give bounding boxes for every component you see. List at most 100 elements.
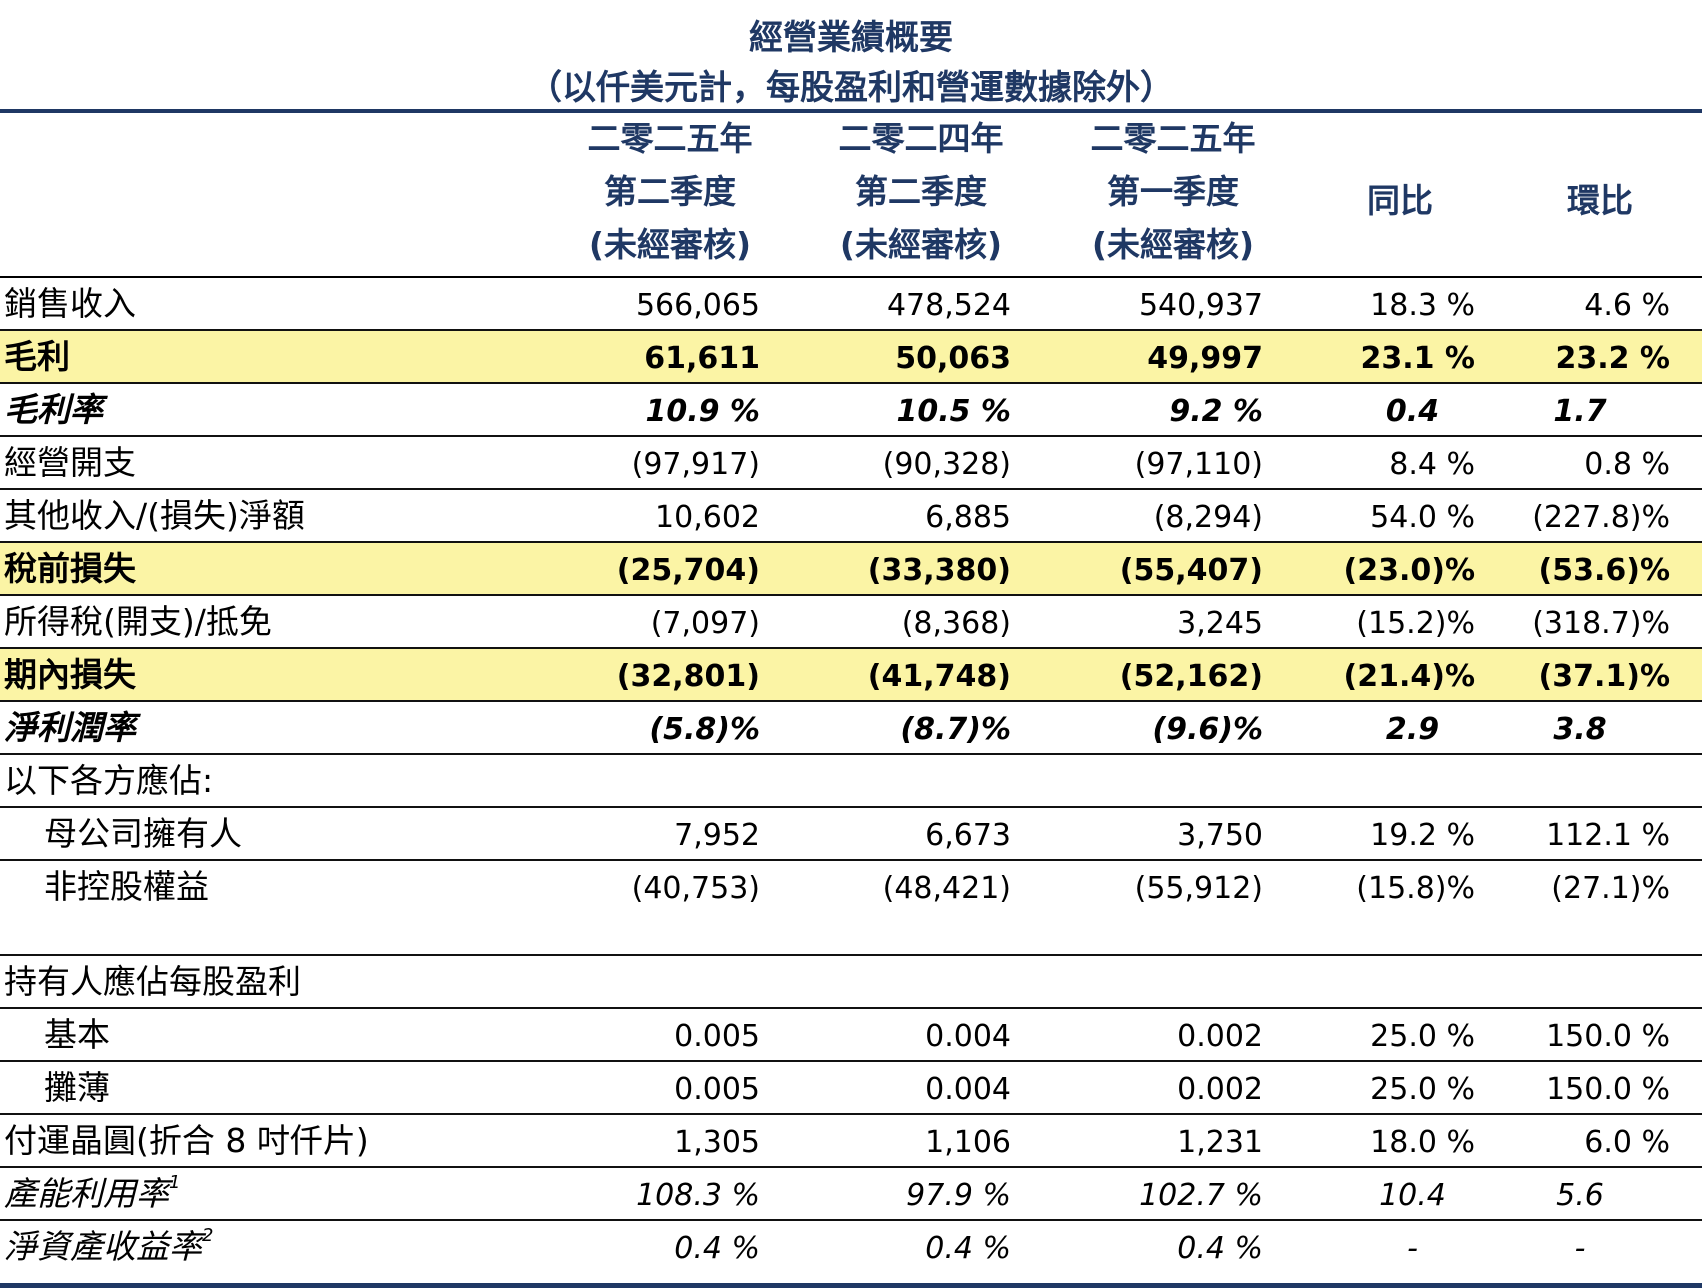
table-row: 毛利率 10.9 % 10.5 % 9.2 % 0.4 1.7 xyxy=(0,384,1702,437)
header-col-qoq: 環比 xyxy=(1567,181,1633,220)
row-value: 566,065 xyxy=(635,288,760,323)
table-row: 非控股權益 (40,753) (48,421) (55,912) (15.8)% (27.… xyxy=(0,861,1702,956)
header-rule xyxy=(0,276,1702,278)
row-value: 10,602 xyxy=(655,500,760,535)
row-label: 毛利率 xyxy=(4,384,103,437)
row-value: (41,748) xyxy=(867,659,1011,694)
table-row: 淨資產收益率2 0.4 % 0.4 % 0.4 % - - xyxy=(0,1221,1702,1274)
row-value: 23.2 % xyxy=(1555,341,1670,376)
row-label: 以下各方應佔: xyxy=(4,755,213,808)
row-value: (23.0)% xyxy=(1343,553,1476,588)
row-value xyxy=(1470,755,1680,808)
row-label: 稅前損失 xyxy=(4,543,136,596)
row-value: (21.4)% xyxy=(1343,659,1476,694)
row-label-text: 攤薄 xyxy=(44,1068,110,1107)
row-value: 8.4 % xyxy=(1389,447,1475,482)
row-value: 10.9 % xyxy=(645,394,760,429)
table-row: 付運晶圓(折合 8 吋仟片) 1,305 1,106 1,231 18.0 % 6.0 % xyxy=(0,1115,1702,1168)
row-label: 基本 xyxy=(44,1009,110,1062)
row-value: (227.8)% xyxy=(1532,500,1670,535)
row-value: 2.9 xyxy=(1385,712,1440,747)
table-row: 期內損失 (32,801) (41,748) (52,162) (21.4)% (37.1… xyxy=(0,649,1702,702)
row-value: 0.005 xyxy=(674,1072,760,1107)
row-label-text: 持有人應佔每股盈利 xyxy=(4,962,301,1001)
row-value: 61,611 xyxy=(644,341,760,376)
row-label-text: 所得稅(開支)/抵免 xyxy=(4,602,272,641)
row-value: (7,097) xyxy=(650,606,760,641)
row-value: 5.6 xyxy=(1556,1178,1604,1213)
row-value: 6,885 xyxy=(925,500,1011,535)
row-label-text: 期內損失 xyxy=(4,655,136,694)
row-value: 23.1 % xyxy=(1360,341,1475,376)
header-line: (未經審核) xyxy=(839,225,1003,264)
row-value: 540,937 xyxy=(1138,288,1263,323)
row-value: 10.5 % xyxy=(896,394,1011,429)
row-value: (53.6)% xyxy=(1538,553,1671,588)
row-label-text: 經營開支 xyxy=(4,443,136,482)
row-value: 102.7 % xyxy=(1139,1178,1263,1213)
row-value: 25.0 % xyxy=(1370,1072,1475,1107)
row-value: (90,328) xyxy=(882,447,1011,482)
row-value: 0.002 xyxy=(1177,1019,1263,1054)
table-row: 經營開支 (97,917) (90,328) (97,110) 8.4 % 0.8 % xyxy=(0,437,1702,490)
row-label-text: 銷售收入 xyxy=(4,284,136,323)
row-label: 持有人應佔每股盈利 xyxy=(4,956,301,1009)
row-value: 150.0 % xyxy=(1546,1019,1670,1054)
report-title: 經營業績概要 xyxy=(749,18,953,58)
header-line: 第二季度 xyxy=(604,172,736,211)
row-value: (48,421) xyxy=(882,871,1011,906)
row-value: 0.4 % xyxy=(674,1231,760,1266)
row-value: 0.005 xyxy=(674,1019,760,1054)
row-value: 0.4 % xyxy=(925,1231,1011,1266)
row-value: (33,380) xyxy=(867,553,1011,588)
row-value: (32,801) xyxy=(616,659,760,694)
row-value: - xyxy=(1574,1231,1586,1266)
header-col-2025q2: 二零二五年 第二季度 (未經審核) xyxy=(560,112,780,271)
row-label: 所得稅(開支)/抵免 xyxy=(4,596,272,649)
row-value xyxy=(1063,956,1275,1009)
row-value: 112.1 % xyxy=(1546,818,1670,853)
report-subtitle: （以仟美元計，每股盈利和營運數據除外） xyxy=(528,68,1174,108)
row-value: (8,368) xyxy=(901,606,1011,641)
row-label-text: 其他收入/(損失)淨額 xyxy=(4,496,305,535)
row-value: 150.0 % xyxy=(1546,1072,1670,1107)
row-value: (55,407) xyxy=(1119,553,1263,588)
table-row: 攤薄 0.005 0.004 0.002 25.0 % 150.0 % xyxy=(0,1062,1702,1115)
header-line: 二零二四年 xyxy=(838,119,1004,158)
row-label: 淨利潤率 xyxy=(4,702,136,755)
row-label: 非控股權益 xyxy=(44,861,209,914)
row-label-text: 產能利用率 xyxy=(4,1174,169,1213)
header-line: 第一季度 xyxy=(1107,172,1239,211)
row-label: 銷售收入 xyxy=(4,278,136,331)
row-value: 1.7 xyxy=(1553,394,1607,429)
row-label-text: 基本 xyxy=(44,1015,110,1054)
row-value: 0.004 xyxy=(925,1072,1011,1107)
row-label-text: 非控股權益 xyxy=(44,867,209,906)
row-label: 攤薄 xyxy=(44,1062,110,1115)
header-line: 二零二五年 xyxy=(1090,119,1256,158)
row-value: 4.6 % xyxy=(1584,288,1670,323)
table-row: 其他收入/(損失)淨額 10,602 6,885 (8,294) 54.0 % (227.… xyxy=(0,490,1702,543)
row-label-text: 母公司擁有人 xyxy=(44,814,242,853)
table-row: 產能利用率1 108.3 % 97.9 % 102.7 % 10.4 5.6 xyxy=(0,1168,1702,1221)
header-col-yoy: 同比 xyxy=(1367,181,1433,220)
row-value: 1,231 xyxy=(1177,1125,1263,1160)
row-value: 3.8 xyxy=(1553,712,1607,747)
header-line: (未經審核) xyxy=(1091,225,1255,264)
table-row: 以下各方應佔: xyxy=(0,755,1702,808)
row-value: 54.0 % xyxy=(1370,500,1475,535)
row-label-text: 淨利潤率 xyxy=(4,708,136,747)
row-label: 其他收入/(損失)淨額 xyxy=(4,490,305,543)
row-label: 付運晶圓(折合 8 吋仟片) xyxy=(4,1115,369,1168)
row-value: (40,753) xyxy=(631,871,760,906)
header-line: 第二季度 xyxy=(855,172,987,211)
header-line: 二零二五年 xyxy=(587,119,753,158)
row-label-text: 稅前損失 xyxy=(4,549,136,588)
row-value: 108.3 % xyxy=(636,1178,760,1213)
row-value xyxy=(560,755,772,808)
row-value: (52,162) xyxy=(1119,659,1263,694)
row-label-text: 以下各方應佔: xyxy=(4,761,214,800)
row-label-text: 付運晶圓(折合 8 吋仟片) xyxy=(4,1121,369,1160)
row-value xyxy=(811,956,1023,1009)
row-value: (55,912) xyxy=(1134,871,1263,906)
